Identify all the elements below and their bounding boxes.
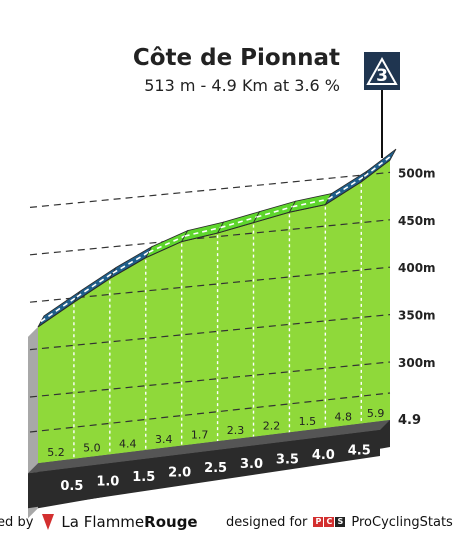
gradient-label: 5.0 (83, 442, 101, 455)
y-tick-label: 400m (398, 261, 436, 275)
gridline-300m (29, 361, 391, 398)
km-label: 1.0 (96, 474, 119, 489)
gradient-label: 2.2 (263, 420, 281, 433)
powered-by-text: red by (0, 514, 34, 530)
segment-centerline (148, 235, 186, 253)
km-label: 3.5 (276, 452, 299, 467)
brand-name-left: La Flamme (61, 513, 145, 531)
y-tick-label: 350m (398, 309, 436, 323)
km-label: 2.5 (204, 461, 227, 476)
segment-centerline (76, 272, 114, 298)
gradient-label: 4.8 (335, 411, 353, 424)
segment-centerline (112, 251, 150, 274)
km-label: 1.5 (132, 470, 155, 485)
base-bar-front (28, 430, 380, 509)
gridline-500m (29, 171, 391, 208)
brand-name-right: Rouge (144, 513, 198, 531)
gradient-label: 2.3 (227, 424, 245, 437)
km-marker-layer (73, 183, 362, 459)
y-tick-label: 300m (398, 356, 436, 370)
km-label: 0.5 (60, 479, 83, 494)
gradient-label: 5.2 (47, 446, 65, 459)
gradient-label: 1.7 (191, 428, 209, 441)
profile-outline (37, 159, 391, 328)
footer-credit: red by La FlammeRouge (0, 511, 198, 533)
segment-centerline (220, 216, 257, 229)
label-layer: 300m 350m 400m 450m 500m 0.5 1.0 1.5 2.0 2.5 3.0 3.… (47, 166, 435, 493)
segment-centerline (40, 296, 78, 323)
gridline-350m (29, 314, 391, 351)
end-km-label: 4.9 (398, 413, 421, 428)
flame-logo-icon (42, 514, 55, 530)
brand-name: La FlammeRouge (61, 513, 197, 531)
chart-subtitle: 513 m - 4.9 Km at 3.6 % (144, 76, 340, 95)
profile-top-layer (37, 148, 397, 328)
km-label: 2.0 (168, 466, 191, 481)
gridline-base (29, 392, 391, 433)
grid-layer (29, 171, 391, 433)
category-triangle-icon (366, 56, 398, 85)
chart-title: Côte de Pionnat (133, 45, 340, 71)
segment-centerline (184, 226, 221, 237)
gradient-label: 5.9 (367, 407, 385, 420)
gradient-label: 4.4 (119, 437, 137, 450)
y-tick-label: 450m (398, 214, 436, 228)
gradient-label: 3.4 (155, 433, 173, 446)
pcs-name: ProCyclingStats (351, 514, 453, 530)
gridline-450m (29, 219, 391, 256)
gradient-label: 1.5 (299, 415, 317, 428)
segment-centerline (292, 198, 329, 208)
km-label: 4.5 (348, 444, 371, 459)
category-label: 3 (376, 66, 388, 86)
designed-for-text: designed for (226, 514, 308, 530)
segment-centerline (327, 175, 365, 200)
segment-centerline (363, 153, 394, 178)
km-label: 3.0 (240, 457, 263, 472)
segment-centerline (256, 205, 293, 218)
base-bar-top (28, 420, 390, 474)
km-label: 4.0 (312, 448, 335, 463)
gridline-400m (29, 266, 391, 303)
base-bar-layer (28, 420, 390, 509)
y-tick-label: 500m (398, 166, 436, 180)
